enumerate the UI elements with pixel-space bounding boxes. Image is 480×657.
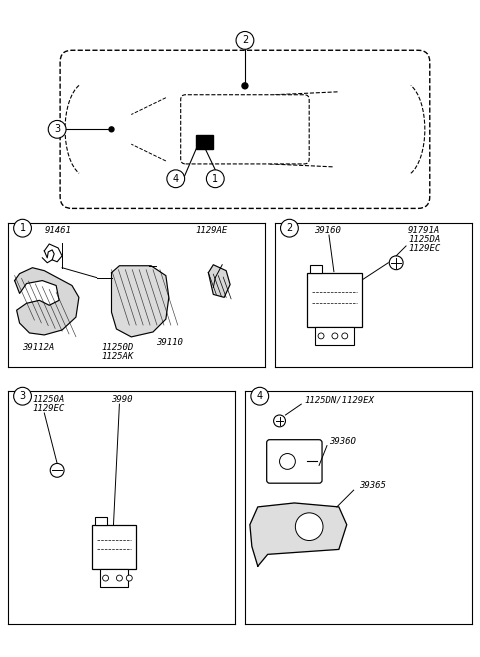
Circle shape bbox=[50, 463, 64, 477]
Circle shape bbox=[279, 453, 295, 469]
Polygon shape bbox=[208, 265, 230, 298]
Text: 3: 3 bbox=[20, 391, 25, 401]
Circle shape bbox=[389, 256, 403, 269]
Text: 1129AE: 1129AE bbox=[195, 226, 228, 235]
Text: 1: 1 bbox=[20, 223, 25, 233]
Text: 1129EC: 1129EC bbox=[33, 404, 65, 413]
Circle shape bbox=[318, 333, 324, 339]
Circle shape bbox=[103, 575, 108, 581]
Polygon shape bbox=[14, 267, 79, 335]
Polygon shape bbox=[250, 503, 347, 566]
Circle shape bbox=[167, 170, 185, 188]
Bar bbox=[92, 525, 136, 569]
Text: 11250D: 11250D bbox=[102, 343, 134, 351]
Text: 3: 3 bbox=[54, 124, 60, 134]
Circle shape bbox=[117, 575, 122, 581]
Circle shape bbox=[332, 333, 338, 339]
Circle shape bbox=[48, 120, 66, 138]
Text: 1125DN/1129EX: 1125DN/1129EX bbox=[304, 395, 374, 404]
Circle shape bbox=[242, 83, 248, 89]
Text: 1125DA: 1125DA bbox=[408, 235, 440, 244]
Text: 39365: 39365 bbox=[359, 481, 385, 490]
Text: 2: 2 bbox=[286, 223, 292, 233]
Bar bbox=[95, 517, 107, 525]
Circle shape bbox=[126, 575, 132, 581]
Text: 1: 1 bbox=[212, 173, 218, 184]
FancyBboxPatch shape bbox=[180, 95, 309, 164]
Text: 4: 4 bbox=[257, 391, 263, 401]
FancyBboxPatch shape bbox=[267, 440, 322, 483]
Circle shape bbox=[342, 333, 348, 339]
Text: 3990: 3990 bbox=[111, 395, 133, 404]
Bar bbox=[100, 569, 128, 587]
Text: 11250A: 11250A bbox=[33, 395, 65, 404]
Bar bbox=[310, 265, 322, 273]
Circle shape bbox=[13, 388, 32, 405]
Text: 2: 2 bbox=[242, 35, 248, 45]
Circle shape bbox=[206, 170, 224, 188]
Bar bbox=[307, 273, 361, 327]
Text: 39110: 39110 bbox=[156, 338, 183, 347]
Circle shape bbox=[280, 219, 298, 237]
Circle shape bbox=[13, 219, 32, 237]
Circle shape bbox=[251, 388, 269, 405]
Circle shape bbox=[109, 127, 114, 132]
FancyBboxPatch shape bbox=[60, 50, 430, 208]
Circle shape bbox=[236, 32, 254, 49]
Bar bbox=[315, 327, 354, 345]
Circle shape bbox=[295, 513, 323, 541]
Text: 1125AK: 1125AK bbox=[102, 351, 134, 361]
Bar bbox=[195, 135, 213, 149]
Text: 91461: 91461 bbox=[44, 226, 71, 235]
Text: 4: 4 bbox=[173, 173, 179, 184]
Text: 39112A: 39112A bbox=[23, 343, 55, 351]
Text: 91791A: 91791A bbox=[408, 226, 440, 235]
Circle shape bbox=[274, 415, 286, 427]
Text: 1129EC: 1129EC bbox=[408, 244, 440, 253]
Polygon shape bbox=[111, 265, 169, 337]
Text: 39160: 39160 bbox=[314, 226, 341, 235]
Text: 3936O: 3936O bbox=[329, 437, 356, 445]
